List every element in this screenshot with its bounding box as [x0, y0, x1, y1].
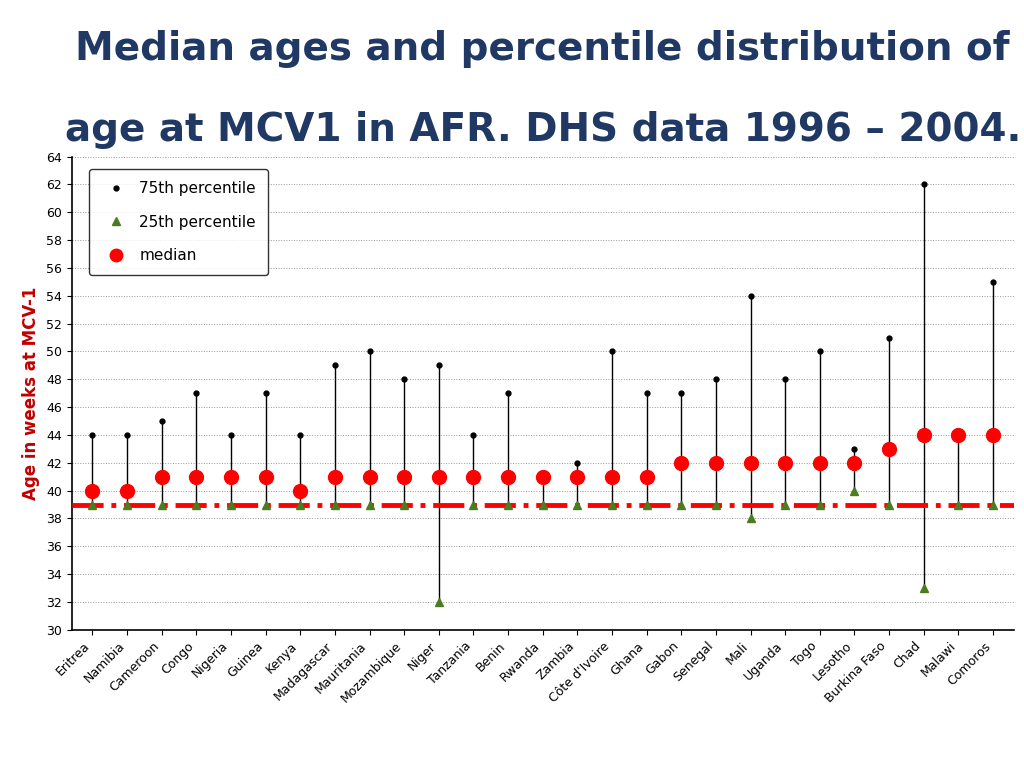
Y-axis label: Age in weeks at MCV-1: Age in weeks at MCV-1	[23, 286, 40, 500]
Legend: 75th percentile, 25th percentile, median: 75th percentile, 25th percentile, median	[89, 169, 268, 275]
Text: Median ages and percentile distribution of: Median ages and percentile distribution …	[76, 30, 1010, 68]
Text: age at MCV1 in AFR. DHS data 1996 – 2004.: age at MCV1 in AFR. DHS data 1996 – 2004…	[65, 111, 1021, 149]
